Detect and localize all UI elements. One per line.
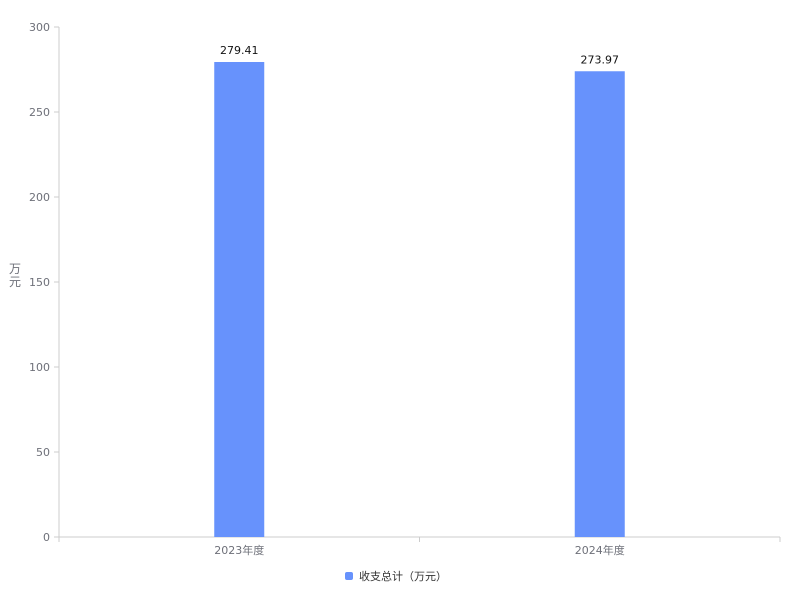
x-tick-label: 2023年度 [214, 543, 264, 557]
legend[interactable]: 收支总计（万元） [345, 569, 447, 583]
legend-label: 收支总计（万元） [359, 569, 447, 583]
y-tick-label: 150 [29, 276, 50, 289]
y-tick-label: 0 [43, 531, 50, 544]
y-tick-label: 200 [29, 191, 50, 204]
bar[interactable] [574, 71, 625, 537]
y-tick-label: 300 [29, 21, 50, 34]
x-tick-label: 2024年度 [575, 543, 625, 557]
y-tick-label: 100 [29, 361, 50, 374]
y-axis: 0 50 100 150 200 250 300 [29, 21, 60, 544]
x-axis: 2023年度 2024年度 [58, 536, 781, 557]
y-tick-label: 250 [29, 106, 50, 119]
data-label: 273.97 [581, 53, 620, 66]
y-tick-label: 50 [36, 446, 50, 459]
y-axis-label-char-1: 万 [9, 262, 21, 276]
bars: 279.41 273.97 [214, 44, 625, 538]
y-axis-label-char-2: 元 [9, 275, 21, 289]
data-label: 279.41 [220, 44, 259, 57]
bar[interactable] [214, 62, 265, 538]
legend-marker [345, 572, 353, 580]
